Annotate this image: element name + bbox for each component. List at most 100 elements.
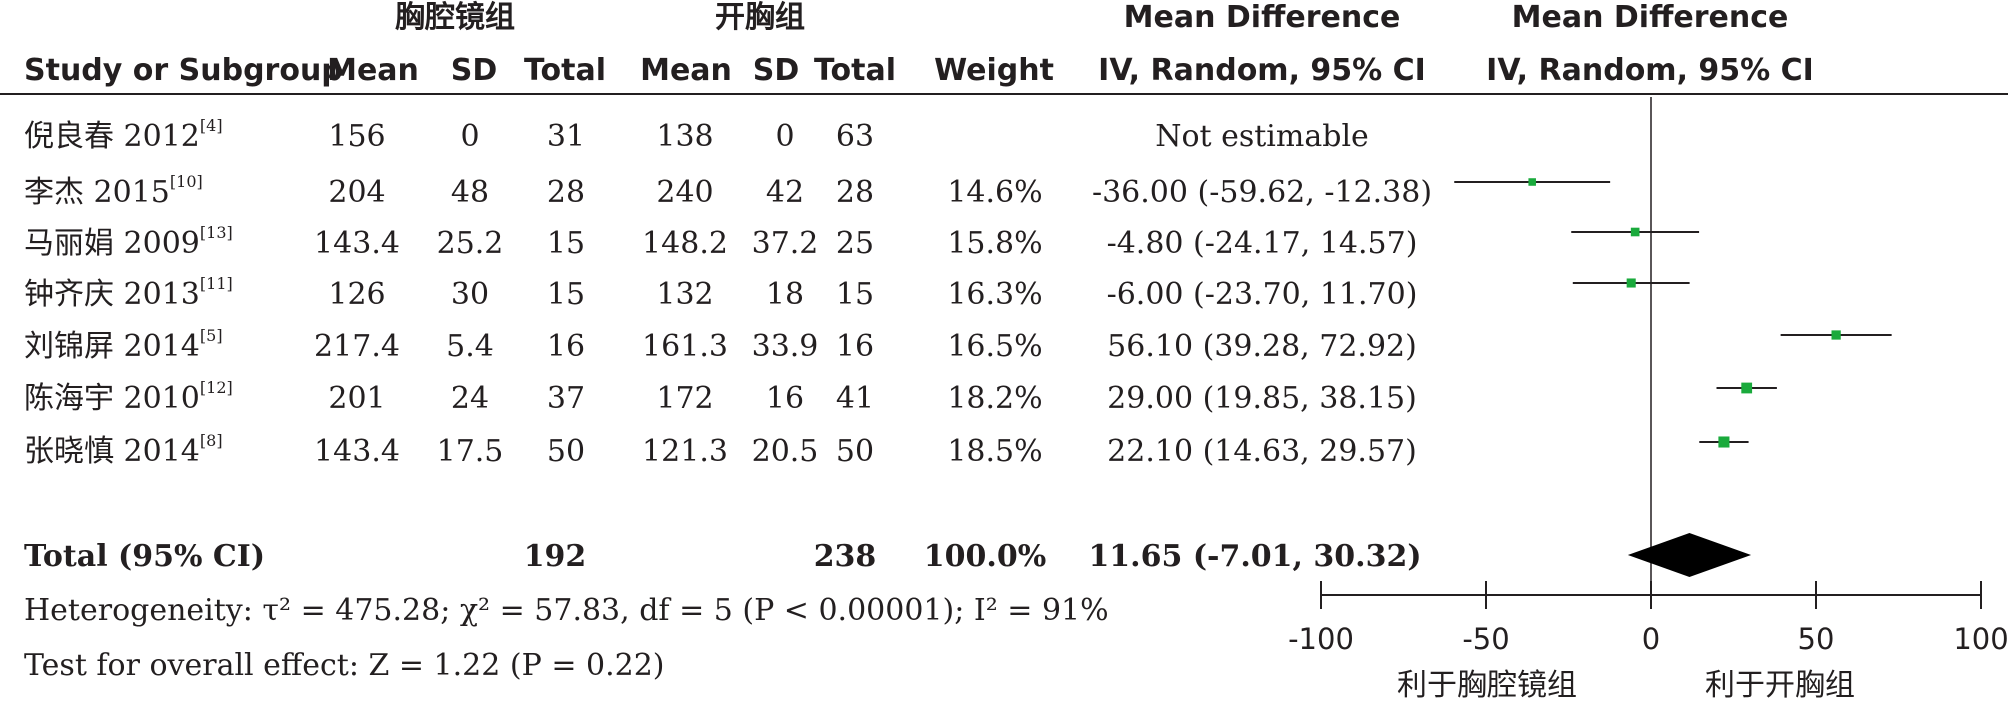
mean1-cell: 217.4: [314, 329, 400, 364]
x-axis-tick-label: 0: [1642, 622, 1660, 656]
study-reference: [12]: [199, 378, 233, 397]
study-reference: [11]: [199, 274, 233, 293]
mean2-cell: 172: [656, 381, 714, 416]
ci-cell: -4.80 (-24.17, 14.57): [1106, 226, 1418, 261]
mean1-cell: 201: [328, 381, 386, 416]
favours-left-label: 利于胸腔镜组: [1397, 668, 1577, 701]
x-axis-tick-label: 50: [1798, 622, 1835, 656]
study-name: 李杰 2015[10]: [24, 172, 203, 210]
study-reference: [8]: [199, 431, 223, 450]
study-row: 马丽娟 2009[13] 143.4 25.2 15 148.2 37.2 25…: [0, 223, 1450, 281]
study-reference: [4]: [199, 116, 223, 135]
sd2-cell: 18: [765, 277, 805, 312]
weight-cell: 15.8%: [947, 226, 1043, 261]
heterogeneity-stats: Heterogeneity: τ² = 475.28; χ² = 57.83, …: [24, 593, 1109, 628]
ci-cell: -6.00 (-23.70, 11.70): [1106, 277, 1418, 312]
weight-column-header: Weight: [934, 53, 1054, 88]
group-header-experimental: 胸腔镜组: [395, 0, 515, 35]
total2-cell: 25: [835, 226, 875, 261]
mean1-cell: 156: [328, 119, 386, 154]
sd1-cell: 30: [450, 277, 490, 312]
ci-cell: 29.00 (19.85, 38.15): [1107, 381, 1417, 416]
point-estimate-marker: [1718, 436, 1730, 448]
study-row: 李杰 2015[10] 204 48 28 240 42 28 14.6% -3…: [0, 172, 1450, 230]
point-estimate-marker: [1626, 278, 1636, 288]
study-name: 刘锦屏 2014[5]: [24, 326, 223, 364]
study-name: 马丽娟 2009[13]: [24, 223, 233, 261]
total-weight: 100.0%: [923, 539, 1047, 574]
study-name: 陈海宇 2010[12]: [24, 378, 233, 416]
total-label: Total (95% CI): [24, 539, 266, 574]
ci-cell: Not estimable: [1155, 119, 1369, 154]
ci-cell: 22.10 (14.63, 29.57): [1107, 434, 1417, 469]
weight-cell: 18.5%: [947, 434, 1043, 469]
mean2-cell: 121.3: [642, 434, 728, 469]
mean2-cell: 161.3: [642, 329, 728, 364]
total1-sum: 192: [523, 539, 587, 574]
mean1-cell: 204: [328, 175, 386, 210]
total1-cell: 28: [546, 175, 586, 210]
total2-column-header: Total: [814, 53, 896, 88]
total1-cell: 37: [546, 381, 586, 416]
point-estimate-marker: [1741, 382, 1753, 394]
sd1-cell: 24: [450, 381, 490, 416]
study-reference: [10]: [169, 172, 203, 191]
sd2-cell: 16: [765, 381, 805, 416]
study-name: 钟齐庆 2013[11]: [24, 274, 233, 312]
plot-title-header: Mean Difference: [1511, 0, 1789, 35]
weight-cell: 16.3%: [947, 277, 1043, 312]
study-name: 倪良春 2012[4]: [24, 116, 223, 154]
overall-effect-test: Test for overall effect: Z = 1.22 (P = 0…: [24, 648, 665, 683]
total1-cell: 16: [546, 329, 586, 364]
sd1-cell: 17.5: [436, 434, 504, 469]
sd2-column-header: SD: [752, 53, 800, 88]
total1-cell: 31: [546, 119, 586, 154]
header-rule: [0, 93, 2008, 95]
sd1-cell: 48: [450, 175, 490, 210]
total-row: Total (95% CI) 192 238 100.0% 11.65 (-7.…: [0, 542, 1450, 594]
total2-cell: 15: [835, 277, 875, 312]
study-reference: [13]: [199, 223, 233, 242]
mean2-cell: 148.2: [642, 226, 728, 261]
total2-sum: 238: [813, 539, 877, 574]
study-row: 倪良春 2012[4] 156 0 31 138 0 63 Not estima…: [0, 116, 1450, 174]
mean2-cell: 138: [656, 119, 714, 154]
ci-cell: -36.00 (-59.62, -12.38): [1091, 175, 1433, 210]
point-estimate-marker: [1831, 330, 1841, 340]
mean1-cell: 143.4: [314, 226, 400, 261]
plot-method-header: IV, Random, 95% CI: [1486, 53, 1814, 88]
study-row: 陈海宇 2010[12] 201 24 37 172 16 41 18.2% 2…: [0, 378, 1450, 436]
sd1-cell: 5.4: [446, 329, 494, 364]
study-row: 张晓慎 2014[8] 143.4 17.5 50 121.3 20.5 50 …: [0, 431, 1450, 489]
sd2-cell: 0: [775, 119, 795, 154]
total2-cell: 16: [835, 329, 875, 364]
favours-right-label: 利于开胸组: [1705, 668, 1855, 701]
total1-cell: 15: [546, 226, 586, 261]
mean2-cell: 240: [656, 175, 714, 210]
sd2-cell: 33.9: [751, 329, 819, 364]
weight-cell: 14.6%: [947, 175, 1043, 210]
mean1-cell: 143.4: [314, 434, 400, 469]
total1-cell: 50: [546, 434, 586, 469]
weight-cell: 16.5%: [947, 329, 1043, 364]
sd1-cell: 25.2: [436, 226, 504, 261]
total2-cell: 41: [835, 381, 875, 416]
study-name: 张晓慎 2014[8]: [24, 431, 223, 469]
total2-cell: 28: [835, 175, 875, 210]
pooled-estimate-diamond: [1627, 533, 1752, 577]
sd2-cell: 42: [765, 175, 805, 210]
pooled-ci: 11.65 (-7.01, 30.32): [1088, 539, 1422, 574]
total1-column-header: Total: [524, 53, 606, 88]
sd1-cell: 0: [460, 119, 480, 154]
point-estimate-marker: [1528, 178, 1536, 186]
group-header-control: 开胸组: [715, 0, 805, 35]
mean2-column-header: Mean: [640, 53, 732, 88]
mean1-column-header: Mean: [327, 53, 419, 88]
point-estimate-marker: [1630, 227, 1640, 237]
x-axis-tick-label: -100: [1288, 622, 1354, 656]
x-axis-tick-label: 100: [1953, 622, 2008, 656]
sd2-cell: 20.5: [751, 434, 819, 469]
sd2-cell: 37.2: [751, 226, 819, 261]
study-column-header: Study or Subgroup: [24, 53, 343, 88]
